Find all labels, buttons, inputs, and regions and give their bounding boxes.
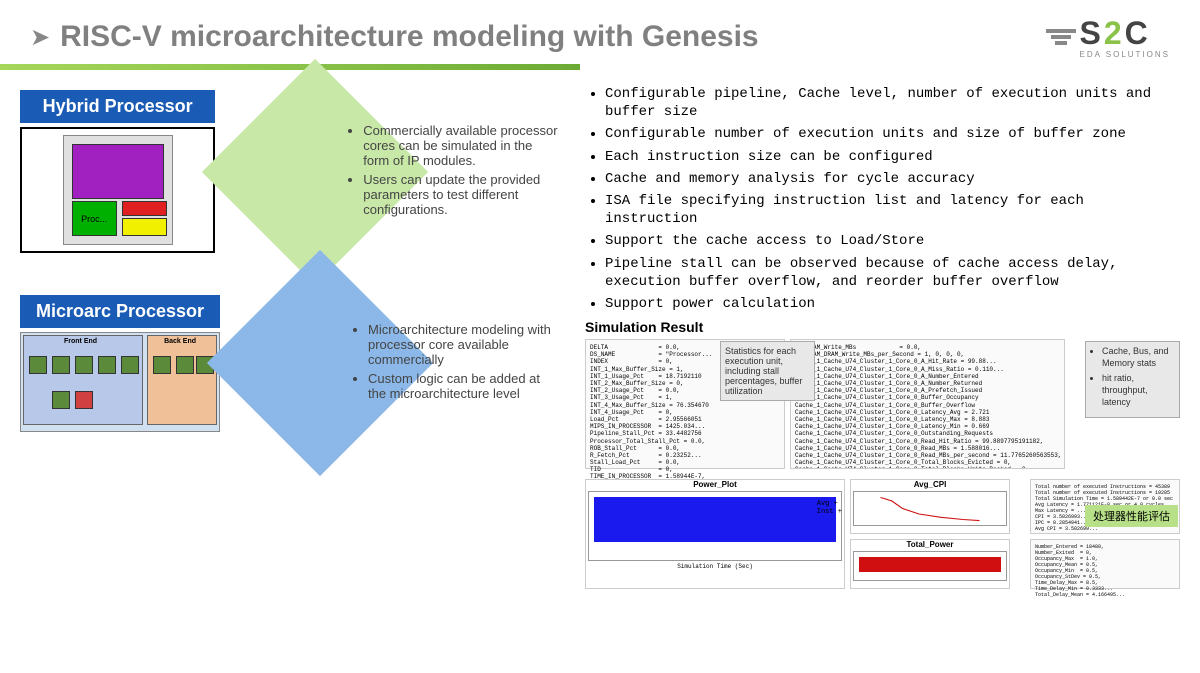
logo-subtitle: EDA SOLUTIONS xyxy=(1080,50,1170,59)
microarc-label: Microarc Processor xyxy=(20,295,220,328)
feature-item: ISA file specifying instruction list and… xyxy=(605,192,1180,228)
desc-item: Microarchitecture modeling with processo… xyxy=(368,322,560,367)
main-content: Hybrid Processor Proc... Commercially av… xyxy=(0,80,1200,594)
logo-text: S2C xyxy=(1080,15,1170,52)
right-column: Configurable pipeline, Cache level, numb… xyxy=(580,80,1200,594)
feature-item: Each instruction size can be configured xyxy=(605,148,1180,166)
slide-title: RISC-V microarchitecture modeling with G… xyxy=(60,20,759,54)
feature-item: Cache and memory analysis for cycle accu… xyxy=(605,170,1180,188)
hybrid-label: Hybrid Processor xyxy=(20,90,215,123)
callout-cache-stats: Cache, Bus, and Memory statshit ratio, t… xyxy=(1085,341,1180,417)
simulation-area: DELTA = 0.0, DS_NAME = "Processor... IND… xyxy=(585,339,1180,589)
microarc-diagram: Front End Back End xyxy=(20,332,220,432)
hybrid-desc: Commercially available processor cores c… xyxy=(345,123,560,221)
company-logo: S2C EDA SOLUTIONS xyxy=(1046,15,1170,59)
total-power-plot: Total_Power xyxy=(850,539,1010,589)
cpi-plot: Avg_CPI xyxy=(850,479,1010,534)
feature-item: Configurable number of execution units a… xyxy=(605,125,1180,143)
chevron-icon: ➤ xyxy=(30,23,50,52)
hybrid-row: Hybrid Processor Proc... Commercially av… xyxy=(20,90,560,253)
hybrid-box: Hybrid Processor Proc... xyxy=(20,90,215,253)
feature-item: Pipeline stall can be observed because o… xyxy=(605,255,1180,291)
occupancy-stats: Number_Entered = 18480, Number_Exited = … xyxy=(1030,539,1180,589)
feature-item: Support the cache access to Load/Store xyxy=(605,232,1180,250)
chip-proc-label: Proc... xyxy=(72,201,117,236)
feature-item: Configurable pipeline, Cache level, numb… xyxy=(605,85,1180,121)
desc-item: Custom logic can be added at the microar… xyxy=(368,371,560,401)
accent-bar xyxy=(0,64,580,70)
feature-list: Configurable pipeline, Cache level, numb… xyxy=(585,85,1180,313)
sim-result-title: Simulation Result xyxy=(585,319,1180,335)
feature-item: Support power calculation xyxy=(605,295,1180,313)
logo-icon xyxy=(1046,29,1076,45)
slide-header: ➤ RISC-V microarchitecture modeling with… xyxy=(0,0,1200,64)
left-column: Hybrid Processor Proc... Commercially av… xyxy=(0,80,580,594)
chip-icon: Proc... xyxy=(63,135,173,245)
chinese-label: 处理器性能评估 xyxy=(1085,505,1178,527)
power-plot: Power_Plot Simulation Time (Sec) Avg +In… xyxy=(585,479,845,589)
callout-exec-stats: Statistics for each execution unit, incl… xyxy=(720,341,815,401)
desc-item: Users can update the provided parameters… xyxy=(363,172,560,217)
hybrid-diagram: Proc... xyxy=(20,127,215,253)
desc-item: Commercially available processor cores c… xyxy=(363,123,560,168)
stats-right-panel: MC_DRAM_Write_MBs = 0.0, MC_DRAM_DRAM_Wr… xyxy=(790,339,1065,469)
microarc-desc: Microarchitecture modeling with processo… xyxy=(350,322,560,405)
microarc-row: Microarc Processor Front End Back End Mi… xyxy=(20,283,560,443)
microarc-box: Microarc Processor Front End Back End xyxy=(20,295,220,432)
